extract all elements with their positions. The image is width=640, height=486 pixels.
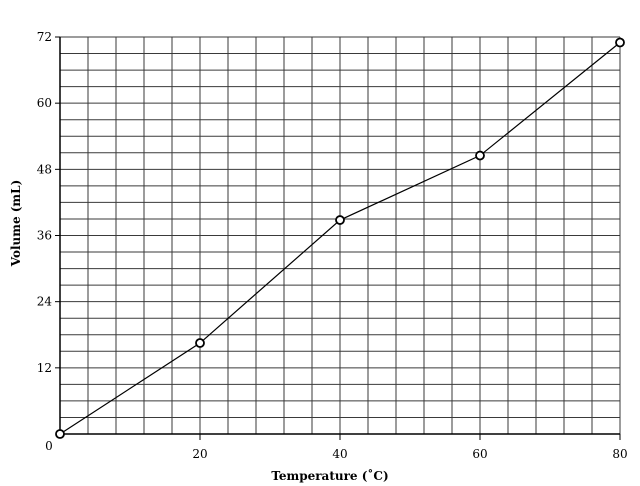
data-point (475, 150, 485, 161)
y-axis-title: Volume (mL) (9, 180, 23, 268)
x-tick-label: 80 (612, 447, 627, 461)
y-tick-label: 24 (37, 295, 53, 309)
data-series (55, 37, 625, 439)
data-point (615, 37, 625, 48)
x-tick-label: 60 (472, 447, 487, 461)
data-point (195, 338, 205, 348)
y-tick-label: 0 (45, 439, 53, 453)
tick-labels: 0 12 24 36 48 60 72 20 40 60 80 (37, 30, 628, 461)
y-tick-label: 36 (37, 229, 52, 243)
data-point (335, 215, 345, 225)
x-tick-label: 40 (332, 447, 347, 461)
y-tick-label: 60 (37, 96, 52, 110)
y-tick-label: 48 (37, 162, 52, 176)
data-point (55, 429, 65, 439)
x-tick-label: 20 (192, 447, 207, 461)
axes (55, 36, 621, 440)
grid (59, 36, 621, 435)
y-tick-label: 72 (37, 30, 52, 44)
x-axis-title: Temperature (˚C) (271, 468, 388, 483)
y-tick-label: 12 (37, 361, 52, 375)
